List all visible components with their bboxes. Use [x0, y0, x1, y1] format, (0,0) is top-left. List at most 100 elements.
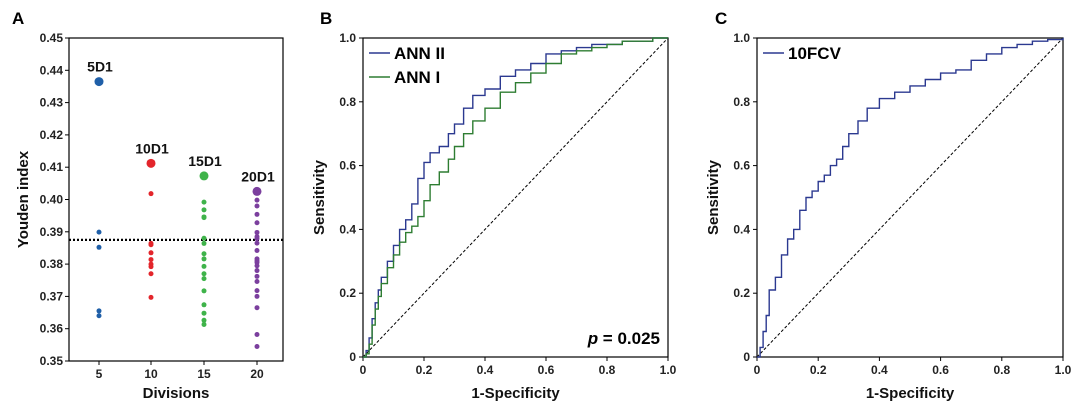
y-tick-label-a: 0.44 — [40, 63, 64, 77]
highlight-point — [146, 158, 156, 168]
data-point — [201, 276, 207, 282]
data-point — [96, 313, 102, 319]
highlight-point — [199, 171, 209, 181]
y-tick-label-a: 0.39 — [40, 225, 64, 239]
data-point — [201, 207, 207, 213]
data-point — [96, 229, 102, 235]
x-tick-label-c: 0.6 — [932, 363, 949, 377]
data-point — [201, 215, 207, 221]
y-tick-label-b: 0.8 — [339, 95, 356, 109]
chance-diagonal-c — [756, 37, 1064, 358]
group-label: 5D1 — [87, 59, 113, 75]
y-tick-label-c: 0.6 — [733, 159, 750, 173]
legend-label-b: ANN I — [394, 68, 440, 87]
y-tick-label-a: 0.36 — [40, 322, 64, 336]
data-point — [96, 308, 102, 314]
data-point — [254, 288, 260, 294]
y-tick-label-c: 0.4 — [733, 222, 750, 236]
x-tick-label-c: 0.4 — [871, 363, 888, 377]
data-point — [148, 271, 154, 277]
data-point — [201, 288, 207, 294]
y-tick-label-a: 0.37 — [40, 289, 64, 303]
data-point — [201, 240, 207, 246]
data-point — [201, 263, 207, 269]
data-point — [148, 242, 154, 248]
legend-label-c: 10FCV — [788, 44, 842, 63]
y-tick-label-b: 0.4 — [339, 222, 356, 236]
y-tick-label-a: 0.40 — [40, 193, 64, 207]
y-tick-label-c: 0.8 — [733, 95, 750, 109]
y-tick-label-b: 0.2 — [339, 286, 356, 300]
y-tick-label-a: 0.42 — [40, 128, 64, 142]
data-point — [254, 229, 260, 235]
p-value-text: = 0.025 — [598, 329, 660, 348]
y-tick-label-c: 1.0 — [733, 31, 750, 45]
group-label: 10D1 — [135, 140, 169, 156]
data-point — [96, 244, 102, 250]
roc-curve-b — [363, 37, 668, 358]
group-label: 15D1 — [188, 153, 222, 169]
y-tick-label-a: 0.45 — [40, 31, 64, 45]
data-point — [201, 235, 207, 241]
x-tick-label-b: 0.6 — [538, 363, 555, 377]
data-point — [254, 268, 260, 274]
group-label: 20D1 — [241, 168, 275, 184]
y-tick-label-b: 0.6 — [339, 159, 356, 173]
data-point — [201, 317, 207, 323]
x-tick-label-b: 0.2 — [416, 363, 433, 377]
data-point — [201, 271, 207, 277]
x-axis-title-a: Divisions — [143, 385, 210, 402]
data-point — [148, 257, 154, 263]
data-point — [254, 248, 260, 254]
panel-label-a: A — [12, 9, 24, 28]
p-symbol: p — [587, 329, 598, 348]
panel-label-c: C — [715, 9, 727, 28]
x-tick-label-b: 0.4 — [477, 363, 494, 377]
data-point — [201, 302, 207, 308]
x-tick-label-c: 0.8 — [993, 363, 1010, 377]
data-point — [148, 264, 154, 270]
plot-frame-c — [756, 37, 1064, 358]
data-point — [201, 256, 207, 262]
data-point — [254, 220, 260, 226]
y-tick-label-a: 0.43 — [40, 96, 64, 110]
highlight-point — [252, 186, 262, 196]
highlight-point — [94, 77, 104, 87]
data-point — [254, 240, 260, 246]
x-tick-label-b: 0 — [360, 363, 367, 377]
p-value-annotation-b: p = 0.025 — [587, 329, 660, 348]
y-tick-label-b: 1.0 — [339, 31, 356, 45]
y-tick-label-a: 0.35 — [40, 354, 64, 368]
roc-curve-c — [757, 38, 1064, 358]
y-axis-title-a: Youden index — [15, 150, 32, 248]
y-axis-title-b: Sensitivity — [311, 159, 328, 235]
data-point — [254, 279, 260, 285]
data-point — [201, 322, 207, 328]
data-point — [254, 203, 260, 209]
roc-curve-b — [363, 37, 668, 358]
legend-label-b: ANN II — [394, 44, 445, 63]
data-point — [254, 305, 260, 311]
y-tick-label-a: 0.38 — [40, 257, 64, 271]
data-point — [148, 191, 154, 197]
panel-label-b: B — [320, 9, 332, 28]
data-point — [254, 332, 260, 338]
y-axis-title-c: Sensitivity — [705, 159, 722, 235]
data-point — [254, 236, 260, 242]
data-point — [148, 294, 154, 300]
x-axis-title-b: 1-Specificity — [471, 385, 560, 402]
y-tick-label-c: 0.2 — [733, 286, 750, 300]
x-tick-label-c: 1.0 — [1055, 363, 1072, 377]
y-tick-label-c: 0 — [743, 350, 750, 364]
plot-frame-b — [362, 37, 669, 358]
chance-diagonal-b — [362, 37, 669, 358]
x-tick-label-a: 15 — [197, 367, 211, 381]
data-point — [201, 199, 207, 205]
data-point — [254, 293, 260, 299]
x-tick-label-a: 5 — [96, 367, 103, 381]
x-tick-label-a: 20 — [250, 367, 264, 381]
x-tick-label-c: 0 — [754, 363, 761, 377]
plot-frame-a — [68, 37, 284, 362]
data-point — [201, 310, 207, 316]
data-point — [254, 343, 260, 349]
